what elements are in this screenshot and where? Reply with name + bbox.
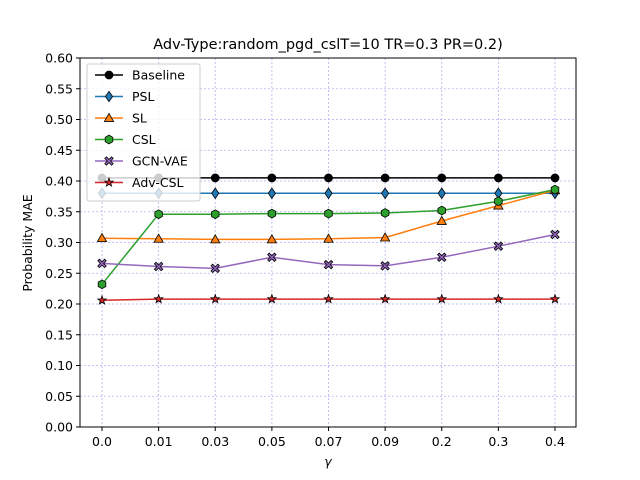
- y-axis-label: Probability MAE: [20, 194, 35, 291]
- data-point-marker: [96, 232, 108, 243]
- data-point-marker: [209, 293, 221, 304]
- y-tick-label: 0.30: [45, 235, 73, 250]
- data-point-marker: [323, 259, 334, 270]
- y-tick-label: 0.40: [45, 174, 73, 189]
- axes: 0.00 0.05 0.10 0.15 0.20 0.25 0.30 0.35 0.40 0.45…: [45, 51, 577, 449]
- data-point-marker: [103, 176, 115, 188]
- data-point-marker: [97, 279, 107, 290]
- data-point-marker: [550, 229, 560, 240]
- data-point-marker: [97, 258, 107, 269]
- data-point-marker: [437, 173, 447, 183]
- y-tick-label: 0.35: [45, 204, 73, 219]
- data-point-marker: [267, 173, 277, 183]
- legend-entry: CSL: [95, 132, 156, 147]
- data-point-marker: [104, 134, 114, 145]
- x-tick-label: 0.4: [545, 434, 565, 449]
- y-tick-label: 0.55: [45, 81, 73, 96]
- data-point-marker: [493, 173, 503, 183]
- legend-label: Adv-CSL: [132, 175, 184, 190]
- data-point-marker: [211, 209, 220, 220]
- data-point-marker: [381, 187, 390, 200]
- data-point-marker: [103, 112, 115, 122]
- series-adv-csl: [96, 293, 561, 305]
- data-point-marker: [436, 293, 448, 304]
- legend-entry: GCN-VAE: [95, 154, 188, 169]
- data-point-marker: [266, 293, 278, 304]
- data-point-marker: [104, 156, 114, 166]
- y-tick-label: 0.00: [45, 420, 73, 435]
- data-point-marker: [323, 293, 334, 304]
- data-point-marker: [154, 209, 163, 220]
- series-csl: [97, 184, 560, 290]
- data-point-marker: [267, 187, 276, 200]
- data-point-marker: [436, 252, 447, 263]
- legend-label: CSL: [132, 132, 156, 147]
- data-point-marker: [549, 293, 561, 304]
- data-point-marker: [493, 293, 504, 304]
- data-point-marker: [267, 252, 277, 263]
- data-point-marker: [210, 263, 221, 274]
- data-point-marker: [266, 234, 278, 244]
- y-tick-label: 0.15: [45, 327, 73, 342]
- legend-label: PSL: [132, 89, 154, 104]
- data-point-marker: [437, 205, 446, 216]
- x-tick-label: 0.03: [201, 434, 229, 449]
- data-point-marker: [379, 232, 391, 242]
- data-point-marker: [153, 293, 164, 304]
- legend-box: [86, 63, 201, 202]
- legend-entry: Adv-CSL: [95, 175, 184, 190]
- data-point-marker: [104, 70, 114, 80]
- y-tick-label: 0.05: [45, 389, 73, 404]
- data-point-marker: [211, 187, 220, 200]
- chart-title: Adv-Type:random_pgd_cslT=10 TR=0.3 PR=0.…: [153, 37, 503, 53]
- x-tick-label: 0.05: [258, 434, 286, 449]
- x-tick-label: 0.07: [315, 434, 343, 449]
- data-point-marker: [323, 233, 334, 243]
- legend: Baseline PSL SL CSL GCN-VAE Adv-CSL: [86, 63, 201, 202]
- data-point-marker: [267, 208, 277, 219]
- data-point-marker: [380, 261, 390, 271]
- data-point-marker: [153, 261, 164, 272]
- y-tick-label: 0.25: [45, 266, 73, 281]
- data-point-marker: [380, 173, 390, 183]
- data-point-marker: [209, 234, 221, 244]
- data-point-marker: [104, 90, 114, 103]
- data-point-marker: [493, 241, 504, 251]
- data-point-marker: [96, 294, 108, 305]
- data-point-marker: [550, 173, 560, 183]
- legend-entry: Baseline: [95, 68, 185, 83]
- legend-entry: PSL: [95, 89, 154, 104]
- legend-label: SL: [132, 111, 147, 126]
- x-tick-label: 0.09: [371, 434, 399, 449]
- y-tick-label: 0.20: [45, 297, 73, 312]
- data-point-marker: [324, 187, 333, 200]
- data-point-marker: [210, 173, 220, 183]
- data-point-marker: [380, 208, 390, 218]
- y-tick-label: 0.10: [45, 358, 73, 373]
- series-lines: [96, 173, 561, 305]
- x-tick-label: 0.01: [145, 434, 173, 449]
- legend-label: GCN-VAE: [132, 154, 188, 169]
- x-tick-label: 0.2: [432, 434, 452, 449]
- x-tick-label: 0.3: [488, 434, 508, 449]
- data-point-marker: [324, 173, 333, 183]
- data-point-marker: [550, 184, 560, 195]
- y-tick-label: 0.60: [45, 51, 73, 66]
- x-axis-label: γ: [324, 454, 332, 469]
- data-point-marker: [379, 293, 391, 304]
- data-point-marker: [494, 196, 503, 207]
- data-point-marker: [436, 215, 448, 225]
- y-tick-label: 0.45: [45, 143, 73, 158]
- legend-entry: SL: [95, 111, 147, 126]
- data-point-marker: [324, 208, 333, 219]
- x-tick-label: 0.0: [92, 434, 112, 449]
- legend-label: Baseline: [132, 68, 185, 83]
- series-gcn-vae: [97, 229, 560, 274]
- data-point-marker: [437, 187, 446, 200]
- data-point-marker: [153, 233, 164, 243]
- y-tick-label: 0.50: [45, 112, 73, 127]
